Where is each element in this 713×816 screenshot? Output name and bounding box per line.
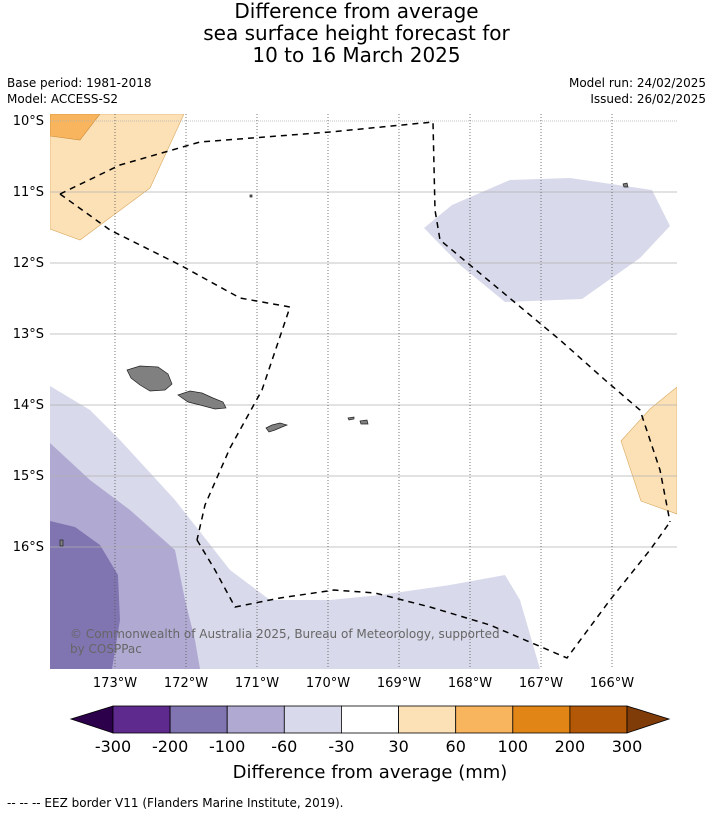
lat-gridlines bbox=[50, 120, 677, 548]
issued-text: Issued: 26/02/2025 bbox=[590, 92, 706, 106]
island-sw-1 bbox=[59, 539, 64, 547]
eez-borders bbox=[59, 121, 671, 659]
cb-tick-300: 300 bbox=[612, 737, 643, 756]
cb-tick-m30: -30 bbox=[328, 737, 354, 756]
colorbar-swatch-4 bbox=[283, 705, 342, 734]
cb-tick-m300: -300 bbox=[95, 737, 131, 756]
colorbar-under-arrow bbox=[69, 705, 114, 734]
island-tutuila bbox=[265, 422, 289, 433]
island-manua-2 bbox=[359, 419, 369, 425]
lon-label-167w: 167°W bbox=[519, 676, 563, 691]
copyright-line-1: © Commonwealth of Australia 2025, Bureau… bbox=[70, 627, 500, 641]
anomaly-purple-dark-sw bbox=[50, 521, 120, 669]
colorbar bbox=[69, 705, 671, 734]
lat-label-11s: 11°S bbox=[13, 185, 44, 200]
lat-label-15s: 15°S bbox=[13, 469, 44, 484]
colorbar-ticks: -300 -200 -100 -60 -30 30 60 100 200 300 bbox=[95, 737, 642, 756]
colorbar-over-arrow bbox=[626, 705, 671, 734]
cb-tick-m200: -200 bbox=[152, 737, 188, 756]
anomaly-orange-mid-nw bbox=[50, 114, 101, 141]
lon-label-166w: 166°W bbox=[590, 676, 634, 691]
lat-label-14s: 14°S bbox=[13, 398, 44, 413]
cb-tick-30: 30 bbox=[388, 737, 408, 756]
colorbar-swatch-3 bbox=[226, 705, 285, 734]
lon-gridlines bbox=[114, 114, 613, 669]
lat-label-13s: 13°S bbox=[13, 327, 44, 342]
colorbar-swatch-7 bbox=[455, 705, 514, 734]
island-ne-1 bbox=[622, 182, 629, 188]
copyright-line-2: by COSPPac bbox=[70, 642, 142, 656]
island-manua-1 bbox=[347, 416, 355, 421]
eez-north-border bbox=[59, 121, 671, 523]
colorbar-swatch-8 bbox=[512, 705, 571, 734]
eez-footnote: -- -- -- EEZ border V11 (Flanders Marine… bbox=[7, 796, 344, 810]
lat-label-10s: 10°S bbox=[13, 114, 44, 129]
lon-label-173w: 173°W bbox=[93, 676, 137, 691]
anomaly-purple-light-ne bbox=[424, 178, 670, 302]
lat-label-16s: 16°S bbox=[13, 540, 44, 555]
lon-label-168w: 168°W bbox=[448, 676, 492, 691]
eez-samoa-border bbox=[59, 193, 291, 541]
map-area: © Commonwealth of Australia 2025, Bureau… bbox=[50, 114, 677, 669]
island-swains bbox=[249, 194, 253, 198]
colorbar-swatch-6 bbox=[398, 705, 457, 734]
colorbar-swatch-2 bbox=[169, 705, 228, 734]
lon-label-170w: 170°W bbox=[306, 676, 350, 691]
meta-right: Model run: 24/02/2025 Issued: 26/02/2025 bbox=[569, 75, 706, 107]
cb-tick-m100: -100 bbox=[209, 737, 245, 756]
lat-label-12s: 12°S bbox=[13, 256, 44, 271]
meta-left: Base period: 1981-2018 Model: ACCESS-S2 bbox=[7, 75, 152, 107]
colorbar-label: Difference from average (mm) bbox=[233, 762, 508, 783]
colorbar-swatch-5 bbox=[340, 705, 399, 734]
eez-south-border bbox=[196, 521, 671, 659]
colorbar-swatch-1 bbox=[112, 705, 171, 734]
model-text: Model: ACCESS-S2 bbox=[7, 92, 119, 106]
title-line-3: 10 to 16 March 2025 bbox=[252, 43, 461, 67]
model-run-text: Model run: 24/02/2025 bbox=[568, 76, 706, 90]
title-line-2: sea surface height forecast for bbox=[203, 21, 510, 45]
map-figure: © Commonwealth of Australia 2025, Bureau… bbox=[13, 114, 677, 783]
colorbar-swatch-9 bbox=[569, 705, 628, 734]
title-line-1: Difference from average bbox=[234, 0, 479, 23]
lon-label-169w: 169°W bbox=[377, 676, 421, 691]
map-title: Difference from average sea surface heig… bbox=[0, 0, 713, 66]
cb-tick-60: 60 bbox=[446, 737, 466, 756]
island-upolu bbox=[177, 390, 227, 410]
cb-tick-m60: -60 bbox=[271, 737, 297, 756]
lon-label-172w: 172°W bbox=[164, 676, 208, 691]
land-islands bbox=[59, 182, 629, 547]
base-period-text: Base period: 1981-2018 bbox=[7, 76, 152, 90]
lon-label-171w: 171°W bbox=[235, 676, 279, 691]
lat-labels: 10°S 11°S 12°S 13°S 14°S 15°S 16°S bbox=[13, 114, 44, 555]
lon-labels: 173°W 172°W 171°W 170°W 169°W 168°W 167°… bbox=[93, 676, 634, 691]
cb-tick-200: 200 bbox=[555, 737, 586, 756]
island-savaii bbox=[126, 365, 173, 392]
cb-tick-100: 100 bbox=[498, 737, 529, 756]
